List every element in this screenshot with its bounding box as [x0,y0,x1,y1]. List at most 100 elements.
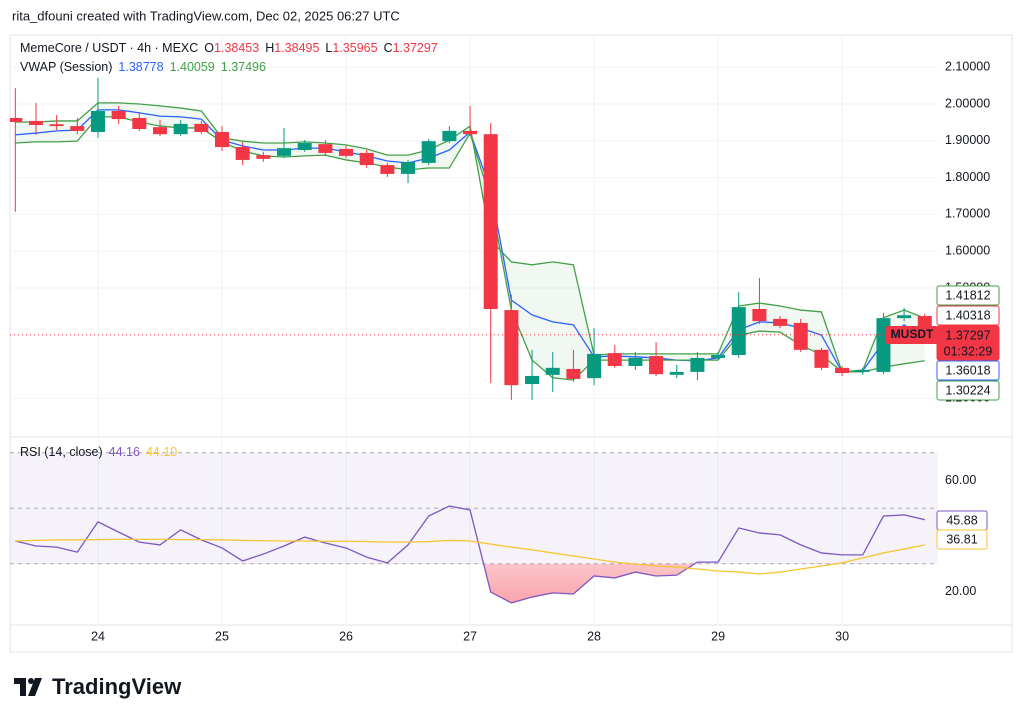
rsi-legend: RSI (14, close) 44.16 44.10 [20,445,177,459]
indicator-label: VWAP (Session) [20,60,112,74]
legend-ohlc-key: O [204,41,214,55]
labels-layer: 1.200001.500001.600001.700001.800001.900… [20,41,1000,643]
candle-body [28,120,43,125]
price-badge-text: 1.36018 [945,363,990,377]
legend-ohlc-key: C [384,41,393,55]
footer-logo-text: TradingView [52,674,182,699]
candle-body [628,357,643,367]
symbol-badge [886,326,938,344]
candle-body [649,356,664,375]
x-tick-label: 25 [215,629,229,643]
price-badge-text: 1.37297 [945,328,990,342]
legend-ohlc-value: 1.38453 [214,41,259,55]
rsi-pane [10,452,938,604]
y-tick-label: 1.70000 [945,207,990,221]
rsi-line [15,538,925,575]
candle-body [607,353,622,367]
candle-body [566,368,581,379]
x-tick-label: 27 [463,629,477,643]
x-tick-label: 29 [711,629,725,643]
logo-mark [14,678,26,696]
candle-body [504,310,519,386]
x-tick-label: 28 [587,629,601,643]
candle-body [690,357,705,372]
price-badge-text: 1.40318 [945,308,990,322]
rsi-title: RSI (14, close) [20,445,103,459]
candle-body [587,353,602,379]
candle-body [814,349,829,368]
candle-body [49,124,64,127]
legend-ohlc-value: 1.35965 [332,41,377,55]
candle-body [256,155,271,159]
candle-body [752,308,767,322]
candle-body [897,315,912,319]
price-badge [936,305,1000,326]
y-tick-label: 2.00000 [945,96,990,110]
price-badge [936,360,1000,381]
rsi-badge-text: 45.88 [946,513,977,527]
candle-body [132,117,147,130]
candle-body [152,127,167,135]
rsi-badge-text: 36.81 [946,532,977,546]
candle-body [421,141,436,163]
candle-body [10,117,23,123]
legend-ohlc-value: 1.37297 [393,41,438,55]
rsi-legend-value: 44.16 [109,445,140,459]
indicator-value: 1.37496 [221,60,266,74]
candle-body [835,367,850,374]
rsi-badge [936,529,988,550]
indicator-value: 1.38778 [118,60,163,74]
candle-body [277,148,292,156]
logo-dot [28,678,34,684]
logo-slash [28,678,42,696]
x-tick-label: 30 [835,629,849,643]
legend-ohlc-key: H [265,41,274,55]
y-tick-label: 20.00 [945,584,976,598]
chart-frame [9,34,1013,653]
price-badge [936,380,1000,401]
candle-body [525,375,540,385]
legend-ohlc-value: 1.38495 [274,41,319,55]
price-badge-text: 1.41812 [945,288,990,302]
y-tick-label: 2.10000 [945,59,990,73]
vwap-band-fill [15,102,925,380]
y-tick-label: 1.80000 [945,170,990,184]
candle-body [711,354,726,358]
x-tick-label: 26 [339,629,353,643]
candle-body [855,370,870,372]
header-credit: rita_dfouni created with TradingView.com… [12,8,400,23]
candle-body [731,307,746,355]
candle-body [90,110,105,132]
candle-body [669,371,684,375]
candle-body [297,143,312,150]
price-badge-text: 1.30224 [945,383,990,397]
candle-body [773,318,788,326]
indicator-value: 1.40059 [170,60,215,74]
candle-body [339,148,354,156]
rsi-legend-value: 44.10 [146,445,177,459]
candle-body [359,152,374,166]
candle-body [483,134,498,309]
y-tick-label: 1.90000 [945,133,990,147]
candle-body [235,147,250,160]
candle-body [111,110,126,120]
candle-body [70,126,85,131]
legend-ohlc-key: L [325,41,332,55]
symbol-badge-text: MUSDT [891,327,934,341]
legend-symbol: MemeCore / USDT · 4h · MEXC [20,41,198,55]
legend-title: MemeCore / USDT · 4h · MEXC O1.38453 H1.38… [20,41,438,55]
grid-layer [10,35,938,625]
candle-body [215,131,229,148]
candle-body [442,130,457,142]
tradingview-logo: TradingView [14,674,182,699]
candle-body [401,162,416,174]
y-tick-label: 60.00 [945,473,976,487]
candle-body [318,144,333,153]
price-badge-text: 01:32:29 [944,344,993,358]
candle-body [194,123,209,132]
candle-body [463,130,478,135]
candle-body [173,123,188,135]
y-tick-label: 1.60000 [945,243,990,257]
